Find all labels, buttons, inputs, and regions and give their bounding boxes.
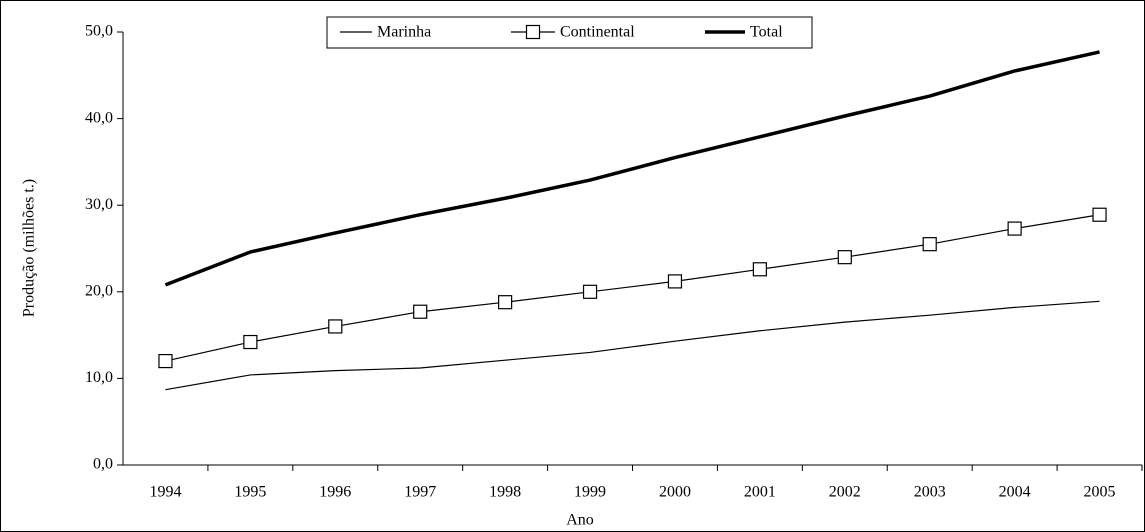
x-tick-label: 1994: [149, 484, 181, 501]
marker: [1092, 207, 1107, 222]
x-tick-label: 1999: [574, 484, 606, 501]
x-tick-label: 2000: [659, 484, 691, 501]
x-tick-label: 1998: [489, 484, 521, 501]
x-tick-label: 2003: [914, 484, 946, 501]
marker: [413, 304, 428, 319]
x-tick-label: 2001: [744, 484, 776, 501]
x-axis-label: Ano: [566, 512, 594, 529]
x-tick-label: 2002: [829, 484, 861, 501]
marker: [498, 295, 513, 310]
y-tick-label: 0,0: [93, 456, 113, 473]
legend-marker: [525, 24, 541, 40]
x-tick-label: 2004: [999, 484, 1031, 501]
y-tick-label: 30,0: [85, 196, 113, 213]
marker: [667, 274, 683, 289]
series-line: [164, 50, 1100, 287]
y-tick-label: 50,0: [85, 23, 113, 40]
marker: [752, 262, 767, 277]
x-tick-label: 1995: [234, 484, 266, 501]
y-tick-label: 40,0: [85, 109, 113, 126]
marker: [922, 237, 937, 252]
y-tick-label: 20,0: [85, 282, 113, 299]
x-tick-label: 1997: [404, 484, 436, 501]
series-line: [165, 300, 1100, 391]
y-tick-label: 10,0: [85, 369, 113, 386]
marker: [243, 334, 258, 350]
x-tick-label: 2005: [1084, 484, 1116, 501]
y-axis-label: Produção (milhões t.): [21, 179, 38, 317]
marker: [582, 284, 598, 299]
marker: [328, 319, 343, 334]
marker: [1007, 221, 1022, 236]
legend-label: Continental: [560, 24, 635, 41]
x-tick-label: 1996: [319, 484, 351, 501]
marker: [837, 250, 852, 265]
legend-label: Total: [750, 24, 783, 41]
marker: [158, 353, 173, 369]
legend-label: Marinha: [377, 24, 431, 41]
series-line: [165, 214, 1100, 362]
